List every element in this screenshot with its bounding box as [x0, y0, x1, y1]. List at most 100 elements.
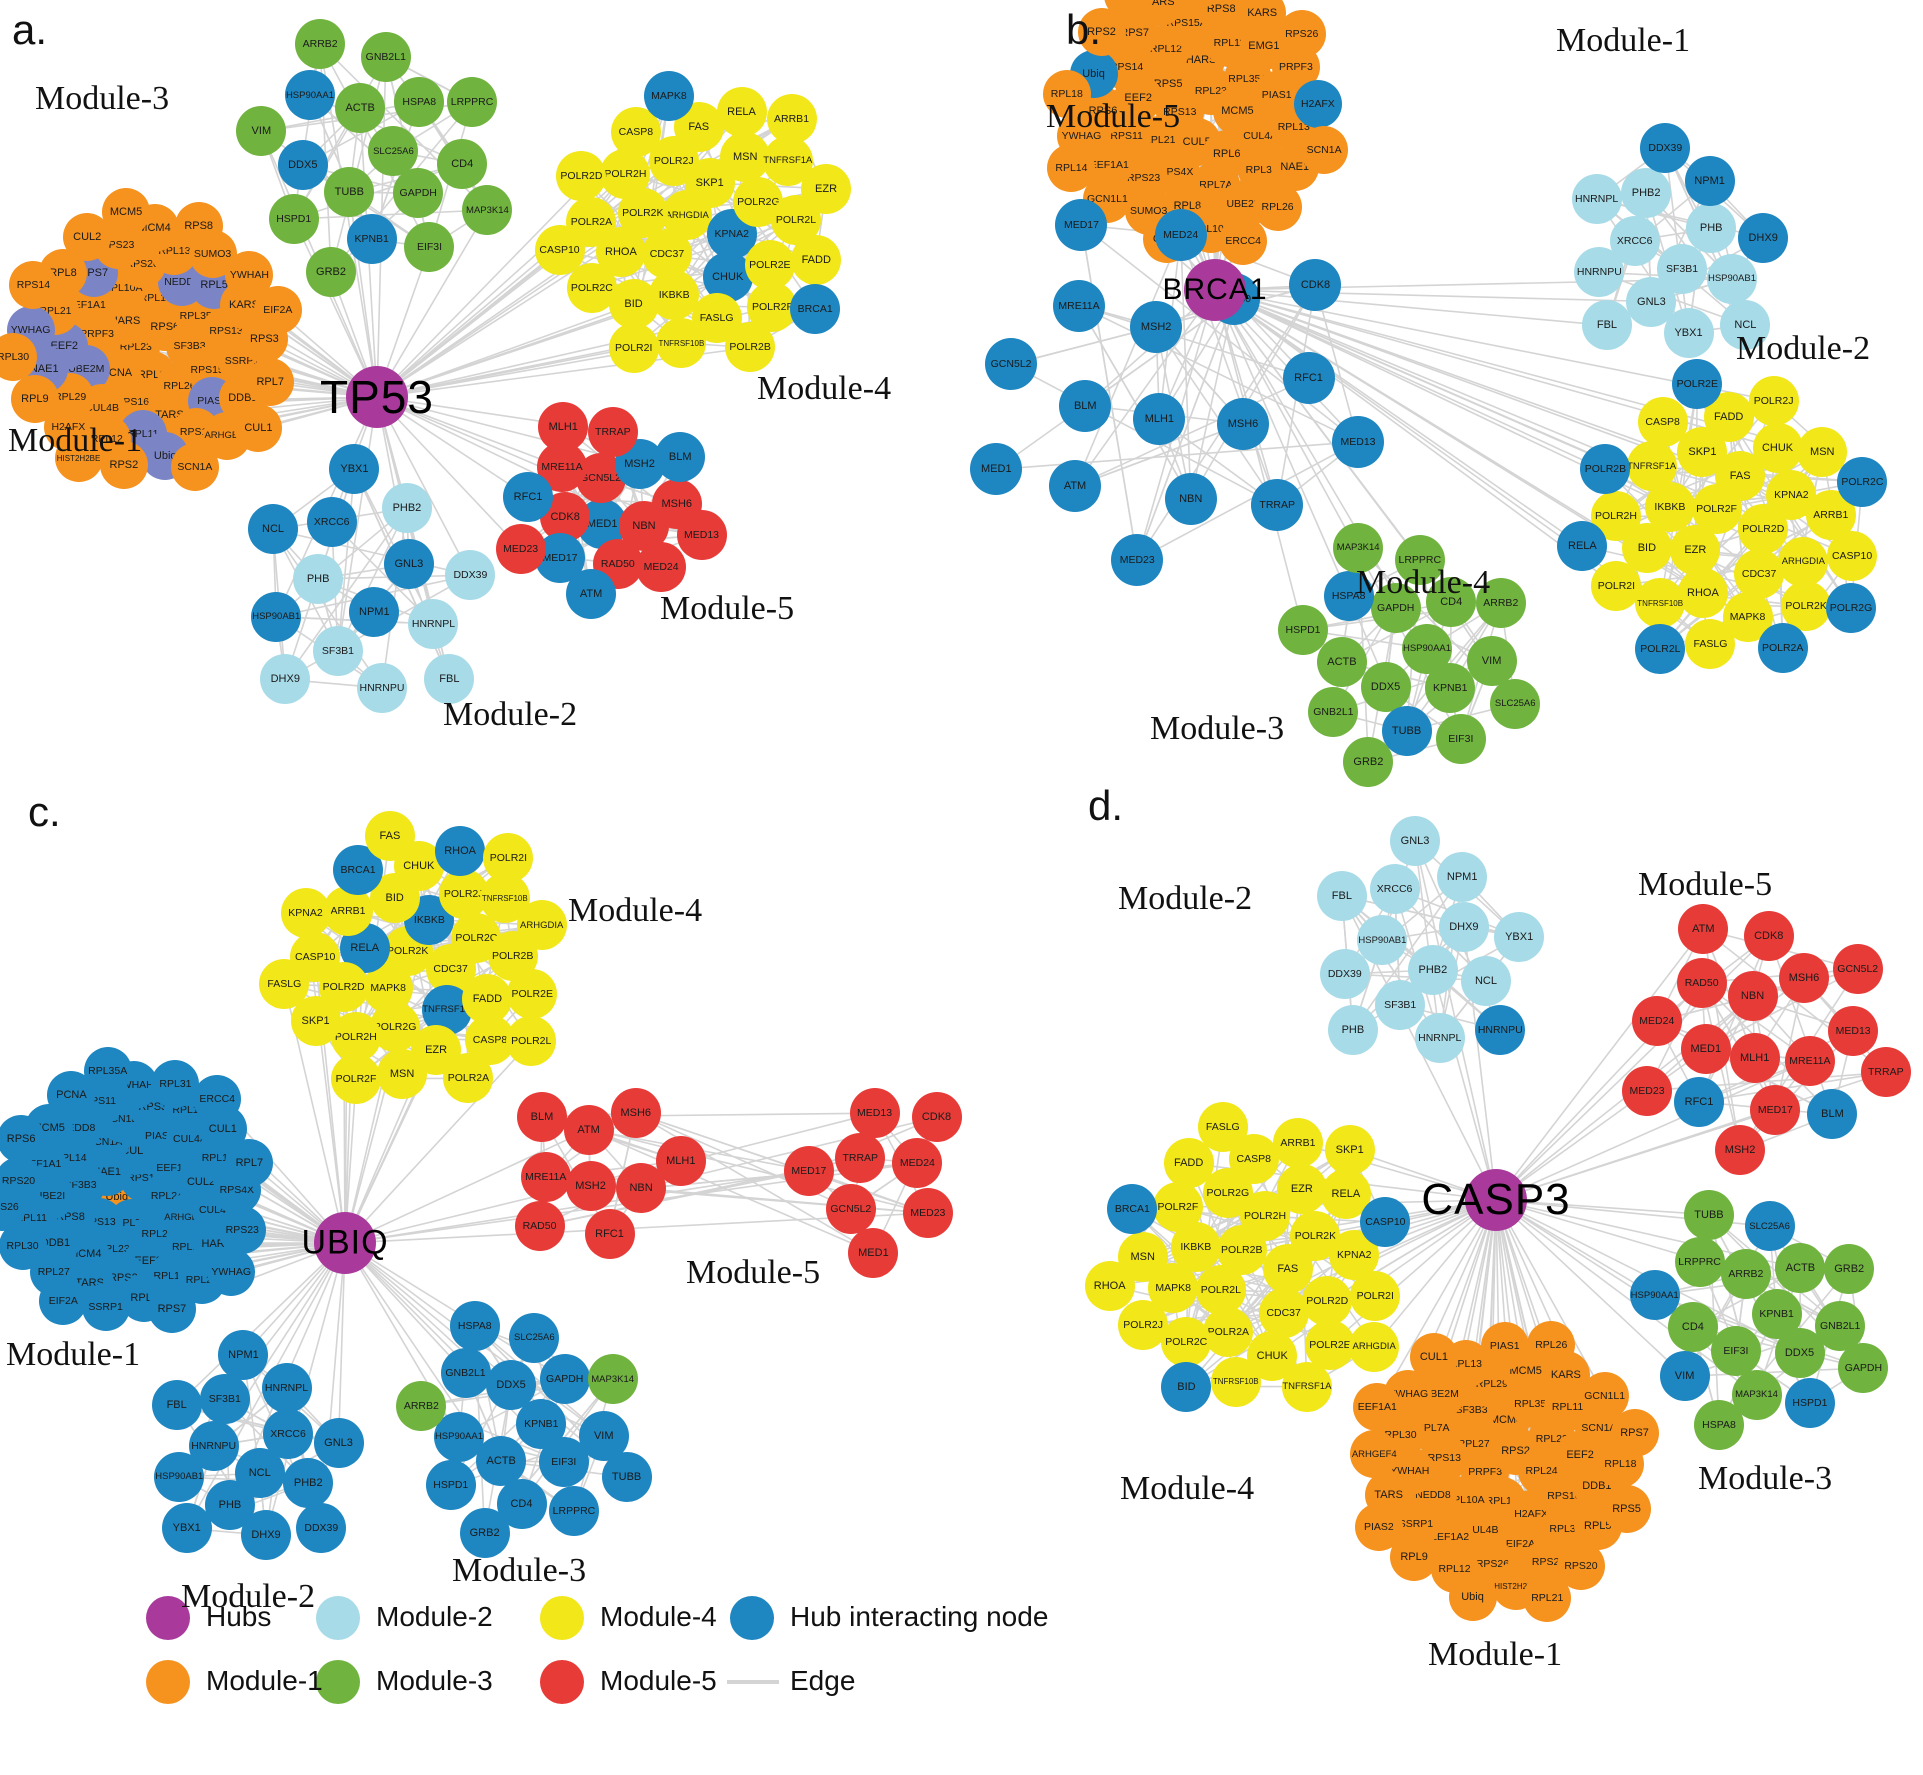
node-EEF1A1[interactable]: EEF1A1 [1353, 1382, 1402, 1431]
node-BID[interactable]: BID [1161, 1361, 1212, 1412]
node-NPM1[interactable]: NPM1 [1437, 851, 1488, 902]
node-RHOA[interactable]: RHOA [1084, 1260, 1135, 1311]
node-RPS14[interactable]: RPS14 [9, 260, 58, 309]
node-RPL7[interactable]: RPL7 [225, 1138, 274, 1187]
node-ARHGDIA[interactable]: ARHGDIA [516, 900, 567, 951]
node-PHB[interactable]: PHB [293, 553, 344, 604]
node-DDX5[interactable]: DDX5 [1360, 661, 1411, 712]
node-NBN[interactable]: NBN [1727, 971, 1778, 1022]
node-RELA[interactable]: RELA [1557, 520, 1608, 571]
node-RPL9[interactable]: RPL9 [10, 375, 59, 424]
node-DDX5[interactable]: DDX5 [277, 140, 328, 191]
node-NCL[interactable]: NCL [1461, 955, 1511, 1006]
node-HSP90AA1[interactable]: HSP90AA1 [284, 70, 335, 121]
node-ARRB2[interactable]: ARRB2 [396, 1380, 447, 1431]
node-POLR2F[interactable]: POLR2F [331, 1053, 382, 1104]
node-MLH1[interactable]: MLH1 [655, 1135, 706, 1186]
node-DDX39[interactable]: DDX39 [1319, 948, 1370, 999]
node-RPL26[interactable]: RPL26 [1527, 1320, 1576, 1369]
node-XRCC6[interactable]: XRCC6 [306, 497, 357, 548]
node-MAPK8[interactable]: MAPK8 [643, 71, 694, 122]
node-FASLG[interactable]: FASLG [1197, 1101, 1248, 1152]
node-GNL3[interactable]: GNL3 [383, 539, 434, 590]
node-EZR[interactable]: EZR [1276, 1164, 1327, 1215]
node-MED23[interactable]: MED23 [495, 524, 546, 575]
node-MSN[interactable]: MSN [377, 1049, 428, 1100]
node-ARRB1[interactable]: ARRB1 [1272, 1117, 1323, 1168]
node-NPM1[interactable]: NPM1 [1684, 155, 1735, 206]
node-HSPD1[interactable]: HSPD1 [268, 194, 319, 245]
node-EZR[interactable]: EZR [801, 163, 852, 214]
node-YBX1[interactable]: YBX1 [161, 1503, 212, 1554]
node-MED24[interactable]: MED24 [636, 542, 687, 593]
node-MAP3K14[interactable]: MAP3K14 [462, 185, 513, 236]
node-SLC25A6[interactable]: SLC25A6 [1744, 1201, 1795, 1252]
node-MED23[interactable]: MED23 [1111, 533, 1164, 586]
node-HSP90AB1[interactable]: HSP90AB1 [1706, 253, 1757, 304]
node-Ubiq[interactable]: Ubiq [1448, 1572, 1497, 1621]
node-RAD50[interactable]: RAD50 [1676, 957, 1727, 1008]
node-KPNA2[interactable]: KPNA2 [280, 888, 331, 939]
node-GRB2[interactable]: GRB2 [306, 246, 356, 297]
node-GCN5L2[interactable]: GCN5L2 [1832, 944, 1883, 995]
node-RPS5[interactable]: RPS5 [1602, 1485, 1651, 1534]
node-MRE11A[interactable]: MRE11A [1053, 279, 1106, 332]
node-EIF2A[interactable]: EIF2A [253, 286, 302, 335]
node-POLR2I[interactable]: POLR2I [1591, 560, 1642, 611]
node-RPS7[interactable]: RPS7 [147, 1284, 196, 1333]
node-RHOA[interactable]: RHOA [1677, 567, 1728, 618]
node-MED1[interactable]: MED1 [848, 1227, 899, 1278]
node-CUL1[interactable]: CUL1 [1409, 1332, 1458, 1381]
node-POLR2E[interactable]: POLR2E [507, 968, 558, 1019]
node-LRPPRC[interactable]: LRPPRC [447, 77, 498, 128]
node-ARRB1[interactable]: ARRB1 [766, 93, 817, 144]
node-GRB2[interactable]: GRB2 [1824, 1243, 1875, 1294]
node-CUL1[interactable]: CUL1 [234, 403, 283, 452]
node-RPS26[interactable]: RPS26 [1277, 10, 1326, 59]
node-SLC25A6[interactable]: SLC25A6 [509, 1312, 560, 1363]
node-H2AFX[interactable]: H2AFX [1293, 79, 1342, 128]
node-XRCC6[interactable]: XRCC6 [1369, 864, 1420, 915]
node-BRCA1[interactable]: BRCA1 [790, 283, 841, 334]
node-POLR2A[interactable]: POLR2A [1757, 623, 1808, 674]
node-HNRNPL[interactable]: HNRNPL [1571, 173, 1622, 224]
node-SCN1A[interactable]: SCN1A [170, 442, 219, 491]
node-EIF2A[interactable]: EIF2A [39, 1276, 88, 1325]
node-GAPDH[interactable]: GAPDH [539, 1354, 590, 1405]
node-SLC25A6[interactable]: SLC25A6 [368, 126, 419, 177]
node-HSPD1[interactable]: HSPD1 [425, 1460, 476, 1511]
node-MED24[interactable]: MED24 [1631, 996, 1682, 1047]
node-CHUK[interactable]: CHUK [1752, 423, 1803, 474]
node-HSPA8[interactable]: HSPA8 [1694, 1400, 1744, 1451]
node-POLR2F[interactable]: POLR2F [1152, 1182, 1203, 1233]
node-EIF3I[interactable]: EIF3I [404, 222, 455, 273]
node-MED13[interactable]: MED13 [1828, 1005, 1879, 1056]
node-VIM[interactable]: VIM [236, 106, 287, 157]
hub-node-TP53[interactable] [346, 366, 408, 428]
node-DHX9[interactable]: DHX9 [1738, 212, 1789, 263]
node-FADD[interactable]: FADD [791, 234, 842, 285]
node-POLR2C[interactable]: POLR2C [1837, 456, 1888, 507]
node-BLM[interactable]: BLM [516, 1091, 567, 1142]
node-PHB2[interactable]: PHB2 [283, 1457, 334, 1508]
node-POLR2G[interactable]: POLR2G [1826, 582, 1876, 633]
node-ACTB[interactable]: ACTB [1316, 636, 1367, 687]
hub-node-BRCA1[interactable] [1184, 259, 1246, 321]
node-DDX39[interactable]: DDX39 [296, 1503, 347, 1554]
node-GAPDH[interactable]: GAPDH [393, 168, 444, 219]
node-CDK8[interactable]: CDK8 [1743, 910, 1794, 961]
node-MED13[interactable]: MED13 [849, 1088, 900, 1139]
node-HSPA8[interactable]: HSPA8 [394, 76, 445, 127]
node-MED13[interactable]: MED13 [676, 510, 727, 561]
node-TRRAP[interactable]: TRRAP [1860, 1047, 1911, 1098]
node-HNRNPL[interactable]: HNRNPL [261, 1362, 312, 1413]
node-POLR2J[interactable]: POLR2J [1118, 1299, 1169, 1350]
node-CASP10[interactable]: CASP10 [534, 224, 585, 275]
node-HSPD1[interactable]: HSPD1 [1784, 1377, 1835, 1428]
node-RFC1[interactable]: RFC1 [503, 471, 554, 522]
node-GNL3[interactable]: GNL3 [1390, 816, 1441, 866]
node-MSH6[interactable]: MSH6 [610, 1088, 661, 1139]
node-PHB2[interactable]: PHB2 [381, 483, 432, 534]
node-RELA[interactable]: RELA [716, 86, 767, 137]
node-SF3B1[interactable]: SF3B1 [1375, 979, 1426, 1030]
